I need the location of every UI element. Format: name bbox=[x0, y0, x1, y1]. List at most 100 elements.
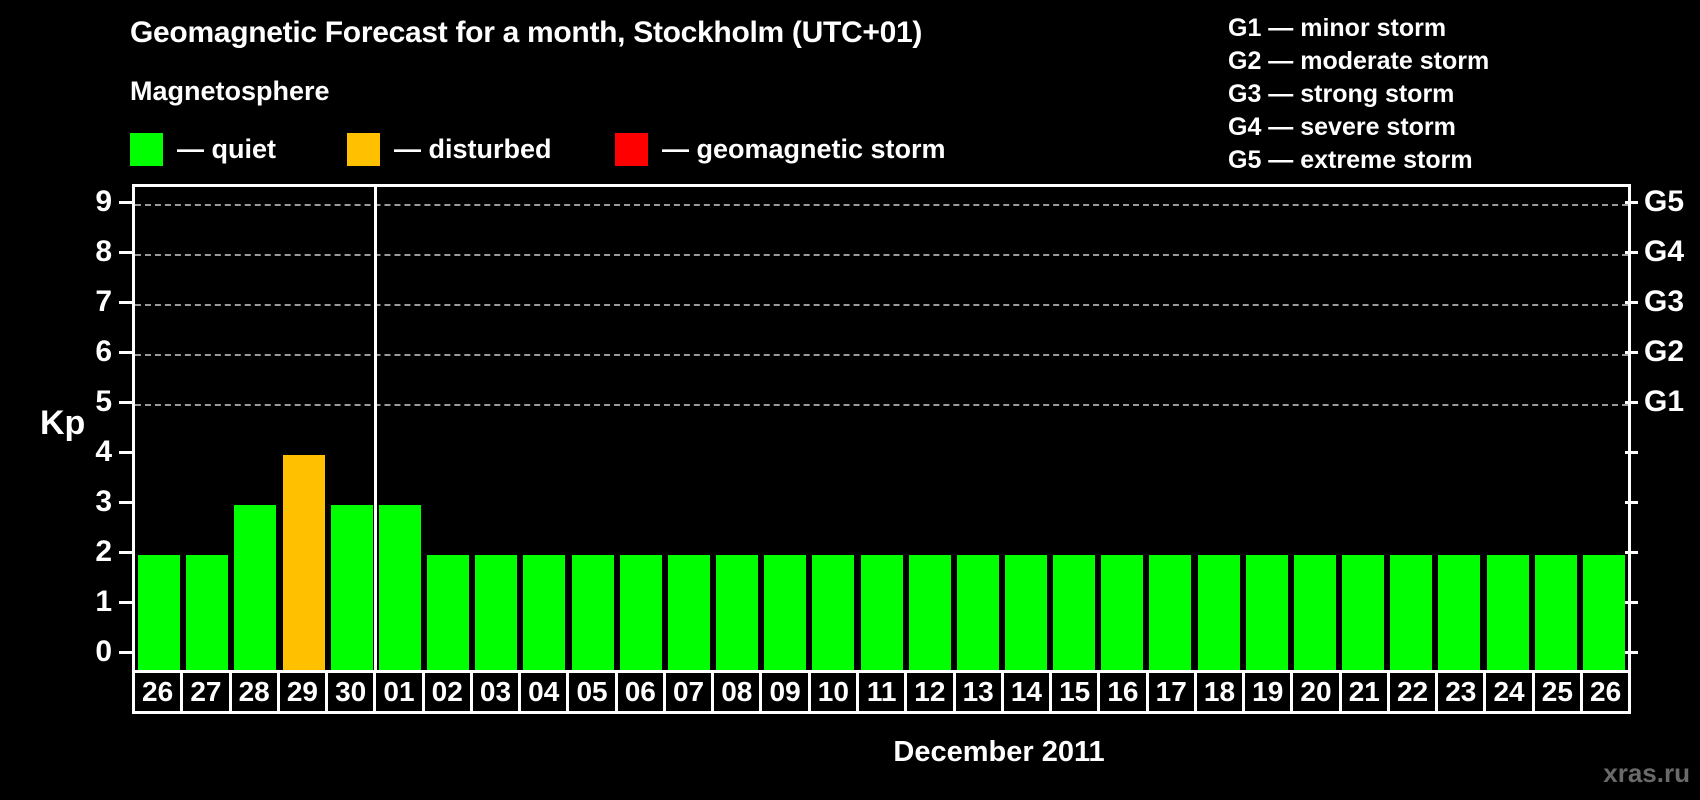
gridline-kp5 bbox=[135, 404, 1628, 406]
y-axis-label-8: 8 bbox=[95, 235, 112, 268]
y-axis-label-5: 5 bbox=[95, 385, 112, 418]
gridline-kp6 bbox=[135, 354, 1628, 356]
y-axis-tick-left bbox=[119, 651, 132, 654]
day-label: 28 bbox=[231, 673, 277, 711]
kp-bar-day-16 bbox=[1101, 555, 1144, 671]
day-label: 03 bbox=[472, 673, 519, 711]
y-axis-label-4: 4 bbox=[95, 435, 112, 468]
kp-bar-day-05 bbox=[571, 555, 614, 671]
day-label: 29 bbox=[279, 673, 326, 711]
kp-bar-day-24 bbox=[1486, 555, 1529, 671]
g-scale-legend: G1 — minor storm G2 — moderate storm G3 … bbox=[1228, 12, 1489, 177]
y-axis-tick-right bbox=[1625, 251, 1638, 254]
kp-bar-day-28 bbox=[234, 505, 277, 671]
kp-bar-day-14 bbox=[1004, 555, 1047, 671]
g-axis-label-g4: G4 bbox=[1644, 235, 1685, 268]
y-axis-tick-right bbox=[1625, 301, 1638, 304]
day-label: 12 bbox=[907, 673, 953, 711]
day-label: 05 bbox=[569, 673, 615, 711]
kp-bar-day-26 bbox=[138, 555, 181, 671]
quiet-legend-label: — quiet bbox=[177, 134, 276, 164]
g3-legend-line: G3 — strong storm bbox=[1228, 80, 1455, 108]
watermark: xras.ru bbox=[1603, 758, 1690, 788]
day-label: 13 bbox=[955, 673, 1001, 711]
kp-bar-day-02 bbox=[427, 555, 470, 671]
kp-bar-day-06 bbox=[619, 555, 662, 671]
kp-bar-day-30 bbox=[330, 505, 373, 671]
day-label: 10 bbox=[810, 673, 856, 711]
day-label: 26 bbox=[1582, 673, 1629, 711]
magnetosphere-label: Magnetosphere bbox=[130, 76, 330, 106]
y-axis-tick-right bbox=[1625, 451, 1638, 454]
day-label: 23 bbox=[1438, 673, 1484, 711]
y-axis-label-0: 0 bbox=[95, 635, 112, 668]
day-label: 30 bbox=[328, 673, 374, 711]
kp-bar-day-19 bbox=[1245, 555, 1288, 671]
day-label: 17 bbox=[1148, 673, 1194, 711]
kp-bar-day-15 bbox=[1053, 555, 1096, 671]
gridline-kp8 bbox=[135, 254, 1628, 256]
kp-bar-day-07 bbox=[667, 555, 710, 671]
g4-legend-line: G4 — severe storm bbox=[1228, 113, 1456, 141]
y-axis-tick-left bbox=[119, 251, 132, 254]
kp-bar-day-08 bbox=[716, 555, 759, 671]
day-label: 15 bbox=[1052, 673, 1098, 711]
day-label: 09 bbox=[762, 673, 808, 711]
plot-area bbox=[132, 184, 1631, 671]
y-axis-tick-right bbox=[1625, 601, 1638, 604]
x-axis-day-labels: 26 27 28 29 30 01 02 03 04 05 06 07 08 09 10 11 12 13 14 15… bbox=[132, 670, 1631, 714]
y-axis-tick-left bbox=[119, 201, 132, 204]
y-axis-label-2: 2 bbox=[95, 535, 112, 568]
y-axis-label-7: 7 bbox=[95, 285, 112, 318]
kp-bar-day-12 bbox=[908, 555, 951, 671]
day-label: 04 bbox=[521, 673, 567, 711]
g1-legend-line: G1 — minor storm bbox=[1228, 14, 1447, 42]
day-label: 21 bbox=[1341, 673, 1387, 711]
day-label: 11 bbox=[858, 673, 905, 711]
kp-bar-day-09 bbox=[764, 555, 807, 671]
day-label: 01 bbox=[376, 673, 422, 711]
y-axis-tick-left bbox=[119, 501, 132, 504]
kp-bar-day-22 bbox=[1390, 555, 1433, 671]
g-axis-label-g2: G2 bbox=[1644, 335, 1685, 368]
kp-bar-day-03 bbox=[475, 555, 518, 671]
day-label: 07 bbox=[665, 673, 712, 711]
y-axis-tick-left bbox=[119, 351, 132, 354]
kp-bar-day-20 bbox=[1293, 555, 1336, 671]
y-axis-tick-right bbox=[1625, 401, 1638, 404]
y-axis-tick-right bbox=[1625, 201, 1638, 204]
y-axis-label-6: 6 bbox=[95, 335, 112, 368]
day-label: 26 bbox=[135, 673, 181, 711]
month-separator-line bbox=[373, 187, 377, 671]
g-axis-label-g5: G5 bbox=[1644, 185, 1685, 218]
day-label: 02 bbox=[424, 673, 470, 711]
kp-bar-day-10 bbox=[812, 555, 855, 671]
gridline-kp7 bbox=[135, 304, 1628, 306]
day-label: 14 bbox=[1003, 673, 1050, 711]
storm-legend-label: — geomagnetic storm bbox=[662, 134, 946, 164]
y-axis-tick-right bbox=[1625, 551, 1638, 554]
day-label: 24 bbox=[1486, 673, 1532, 711]
kp-bar-day-01 bbox=[378, 505, 421, 671]
day-label: 19 bbox=[1245, 673, 1291, 711]
kp-bar-day-11 bbox=[860, 555, 903, 671]
y-axis-label-3: 3 bbox=[95, 485, 112, 518]
day-label: 06 bbox=[617, 673, 663, 711]
day-label: 25 bbox=[1534, 673, 1580, 711]
storm-swatch-icon bbox=[615, 133, 648, 166]
y-axis-tick-right bbox=[1625, 351, 1638, 354]
day-label: 16 bbox=[1100, 673, 1146, 711]
page-title: Geomagnetic Forecast for a month, Stockh… bbox=[130, 16, 923, 49]
quiet-swatch-icon bbox=[130, 133, 163, 166]
disturbed-swatch-icon bbox=[347, 133, 380, 166]
kp-bar-day-26 bbox=[1582, 555, 1625, 671]
kp-bar-day-21 bbox=[1342, 555, 1385, 671]
y-axis-tick-right bbox=[1625, 501, 1638, 504]
kp-axis-label: Kp bbox=[40, 404, 86, 442]
y-axis-tick-left bbox=[119, 601, 132, 604]
disturbed-legend-label: — disturbed bbox=[394, 134, 552, 164]
g-axis-label-g1: G1 bbox=[1644, 385, 1685, 418]
g5-legend-line: G5 — extreme storm bbox=[1228, 146, 1473, 174]
